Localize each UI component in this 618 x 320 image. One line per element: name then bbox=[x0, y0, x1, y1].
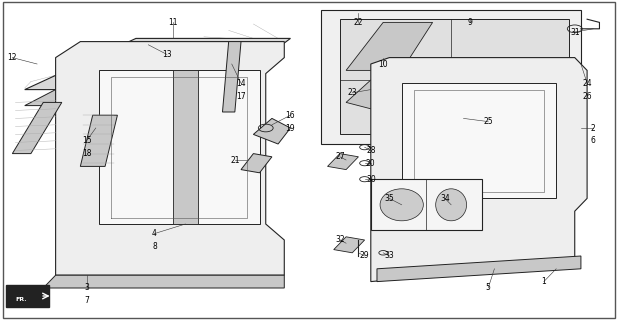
Text: 12: 12 bbox=[7, 53, 17, 62]
Polygon shape bbox=[80, 115, 117, 166]
Ellipse shape bbox=[380, 189, 423, 221]
Text: 2: 2 bbox=[591, 124, 596, 132]
Text: 26: 26 bbox=[582, 92, 592, 100]
Polygon shape bbox=[253, 118, 290, 144]
Text: 30: 30 bbox=[366, 175, 376, 184]
Text: 28: 28 bbox=[366, 146, 376, 155]
Text: 17: 17 bbox=[236, 92, 246, 100]
Text: 9: 9 bbox=[467, 18, 472, 27]
Polygon shape bbox=[346, 80, 389, 109]
Text: 31: 31 bbox=[570, 28, 580, 36]
Polygon shape bbox=[420, 112, 470, 141]
Polygon shape bbox=[62, 48, 210, 77]
Bar bbox=[371, 179, 482, 230]
Polygon shape bbox=[99, 70, 260, 224]
Polygon shape bbox=[328, 154, 358, 170]
Polygon shape bbox=[25, 38, 290, 90]
Polygon shape bbox=[173, 70, 198, 224]
Text: 19: 19 bbox=[286, 124, 295, 132]
Bar bbox=[6, 285, 49, 307]
Polygon shape bbox=[334, 237, 365, 253]
Text: 8: 8 bbox=[152, 242, 157, 251]
Polygon shape bbox=[377, 256, 581, 282]
Text: 21: 21 bbox=[230, 156, 240, 164]
Polygon shape bbox=[222, 42, 241, 112]
Text: 27: 27 bbox=[335, 152, 345, 161]
Text: 16: 16 bbox=[286, 111, 295, 120]
Text: 6: 6 bbox=[591, 136, 596, 145]
Bar bbox=[321, 10, 581, 144]
Text: 33: 33 bbox=[384, 252, 394, 260]
Polygon shape bbox=[43, 275, 284, 288]
Text: 15: 15 bbox=[82, 136, 91, 145]
Polygon shape bbox=[371, 58, 587, 282]
Polygon shape bbox=[346, 22, 433, 70]
Ellipse shape bbox=[436, 189, 467, 221]
Text: 18: 18 bbox=[82, 149, 91, 158]
Polygon shape bbox=[340, 19, 569, 134]
Polygon shape bbox=[241, 154, 272, 173]
Text: 29: 29 bbox=[360, 252, 370, 260]
Text: 34: 34 bbox=[440, 194, 450, 203]
Text: 5: 5 bbox=[486, 284, 491, 292]
Text: 22: 22 bbox=[353, 18, 363, 27]
Text: 10: 10 bbox=[378, 60, 388, 68]
Text: 14: 14 bbox=[236, 79, 246, 88]
Text: 7: 7 bbox=[84, 296, 89, 305]
Text: 1: 1 bbox=[541, 277, 546, 286]
Text: 11: 11 bbox=[168, 18, 178, 27]
Polygon shape bbox=[402, 83, 556, 198]
Text: 20: 20 bbox=[366, 159, 376, 168]
Text: 3: 3 bbox=[84, 284, 89, 292]
Text: 4: 4 bbox=[152, 229, 157, 238]
Text: 35: 35 bbox=[384, 194, 394, 203]
Polygon shape bbox=[56, 42, 284, 275]
Text: 24: 24 bbox=[582, 79, 592, 88]
Text: 32: 32 bbox=[335, 236, 345, 244]
Text: 13: 13 bbox=[162, 50, 172, 59]
Text: 23: 23 bbox=[347, 88, 357, 97]
Text: FR.: FR. bbox=[15, 297, 27, 302]
Polygon shape bbox=[25, 86, 136, 106]
Text: 25: 25 bbox=[483, 117, 493, 126]
Polygon shape bbox=[12, 102, 62, 154]
